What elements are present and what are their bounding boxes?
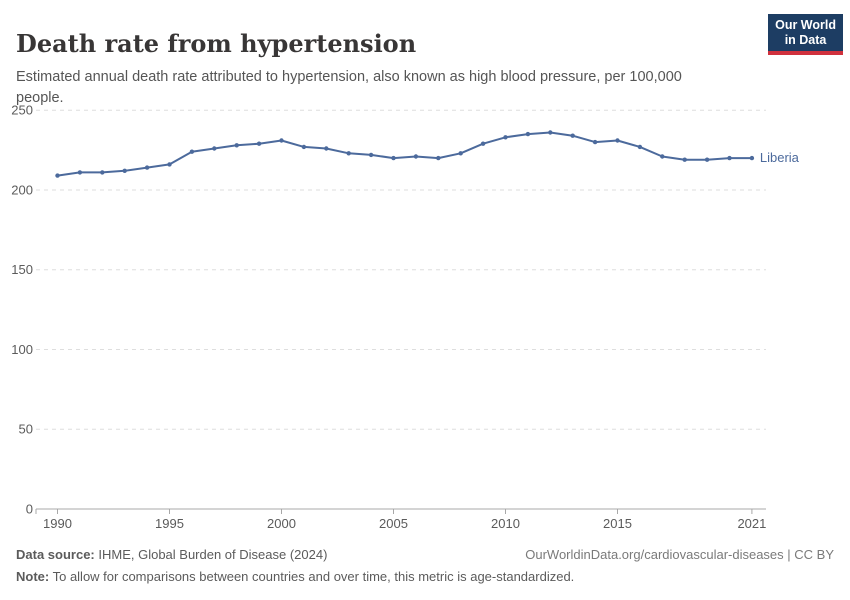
data-point [503, 135, 508, 140]
data-point [301, 144, 307, 150]
data-point [346, 151, 351, 156]
owid-logo: Our World in Data [768, 14, 843, 55]
data-point [458, 151, 463, 156]
chart-title: Death rate from hypertension [16, 29, 417, 59]
data-point [368, 152, 374, 158]
data-point [189, 149, 195, 154]
x-tick-label: 2005 [379, 516, 408, 531]
y-tick-label: 100 [11, 342, 33, 357]
data-point [660, 154, 665, 159]
chart-subtitle: Estimated annual death rate attributed t… [16, 67, 682, 109]
y-tick-label: 0 [26, 502, 33, 517]
x-tick-label: 1990 [43, 516, 72, 531]
data-point [256, 141, 262, 146]
data-source-text: IHME, Global Burden of Disease (2024) [94, 547, 328, 562]
data-point [749, 155, 755, 161]
data-point [637, 144, 643, 150]
chart-subtitle-line1: Estimated annual death rate attributed t… [16, 68, 682, 85]
y-tick-label: 150 [11, 262, 33, 277]
y-tick-label: 200 [11, 182, 33, 197]
data-point [727, 155, 732, 161]
data-point [413, 154, 419, 159]
x-tick-label: 1995 [155, 516, 184, 531]
x-tick-label: 2010 [491, 516, 520, 531]
data-point [55, 173, 60, 178]
note-text: To allow for comparisons between countri… [49, 569, 575, 584]
data-point [212, 146, 217, 151]
data-source-row: Data source: IHME, Global Burden of Dise… [16, 546, 834, 563]
data-point [704, 157, 710, 162]
entity-label: Liberia [759, 150, 799, 166]
x-tick-label: 2015 [603, 516, 632, 531]
owid-logo-line1: Our World [775, 18, 836, 32]
data-point [279, 138, 284, 143]
data-point [436, 155, 441, 161]
attribution-text: OurWorldinData.org/cardiovascular-diseas… [525, 547, 834, 562]
data-point [100, 170, 105, 175]
data-source-line: Data source: IHME, Global Burden of Dise… [16, 546, 327, 563]
data-point [615, 138, 620, 143]
y-tick-label: 50 [19, 422, 33, 437]
data-point [682, 157, 687, 162]
note-line: Note: To allow for comparisons between c… [16, 568, 834, 585]
data-point [391, 155, 396, 161]
x-tick-label: 2000 [267, 516, 296, 531]
data-point [144, 165, 150, 170]
data-point [122, 168, 127, 173]
chart-subtitle-line2: people. [16, 89, 64, 106]
data-line [56, 131, 753, 177]
data-point [167, 162, 172, 167]
x-tick-label: 2021 [737, 516, 766, 531]
data-point [480, 141, 486, 146]
note-label: Note: [16, 569, 50, 584]
owid-logo-line2: in Data [784, 33, 827, 47]
data-point [525, 131, 531, 137]
data-point [324, 146, 329, 151]
data-point [548, 130, 553, 135]
data-point [234, 143, 239, 148]
data-point [570, 133, 575, 138]
data-point [592, 139, 598, 145]
chart-footer: Data source: IHME, Global Burden of Dise… [16, 546, 834, 585]
data-source-label: Data source: [16, 547, 95, 562]
y-tick-label: 250 [11, 103, 33, 118]
data-point [77, 170, 83, 175]
